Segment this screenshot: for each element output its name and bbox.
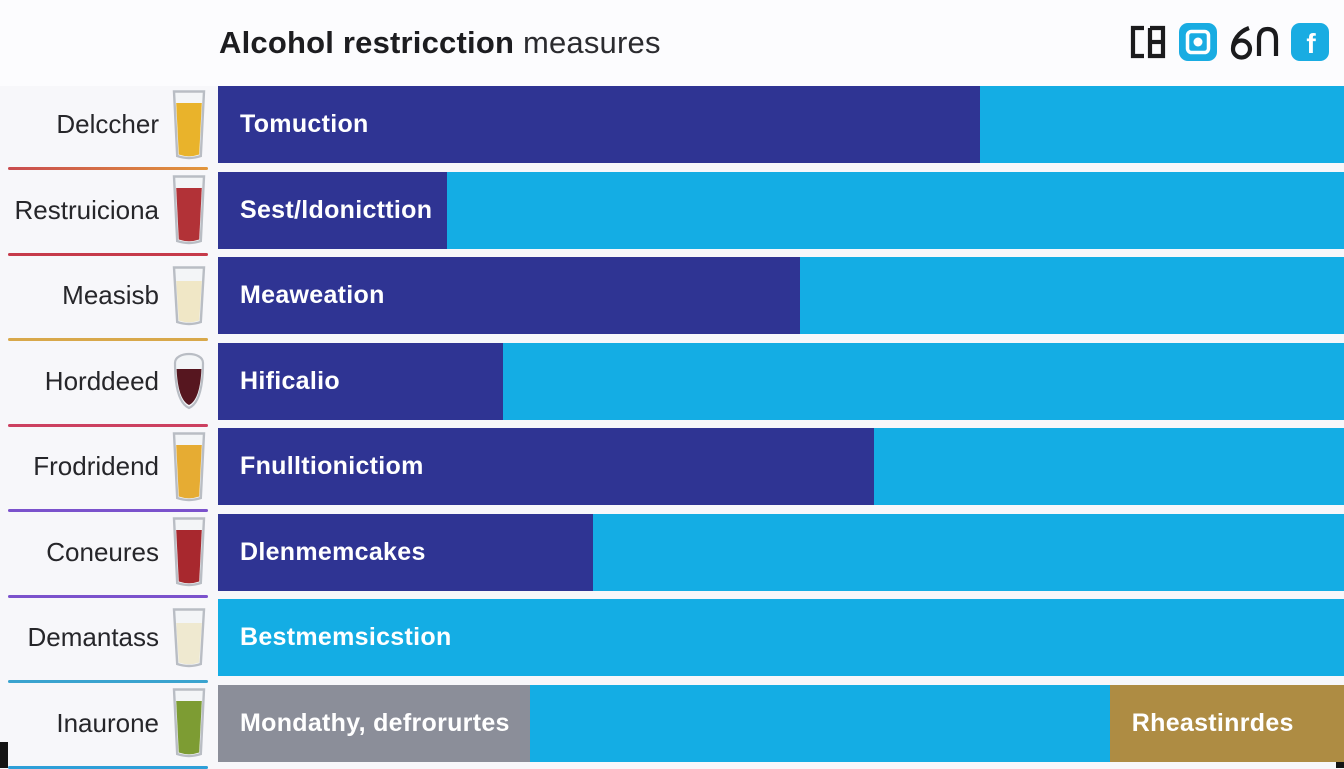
bar-segment-label: Fnulltionictiom [240,452,424,480]
row-header: Measisb [0,257,218,341]
bar-segment [592,513,1344,591]
row-header-inner: Restruiciona [14,172,212,249]
row-divider [8,338,208,341]
row-label: Measisb [62,280,159,310]
row-header-inner: Frodridend [33,428,212,505]
red-drink-glass-icon [166,174,212,246]
row-label: Frodridend [33,451,159,481]
chart-row: Horddeed Hificalio [0,342,1344,427]
camera-glyph-icon[interactable] [1126,22,1170,62]
row-label: Inaurone [56,707,159,738]
svg-text:f: f [1306,28,1316,59]
stacked-bar: Hificalio [218,342,1344,420]
row-header: Demantass [0,599,218,683]
row-divider [8,594,208,598]
bar-segment: Tomuction [218,86,981,163]
row-label: Restruiciona [14,194,159,225]
row-header-inner: Inaurone [56,685,212,762]
row-header-inner: Demantass [28,599,213,676]
stacked-bar: Tomuction [218,86,1344,163]
bar-segment [446,171,1344,249]
row-divider [8,680,208,683]
page-title-bold: Alcohol restricction [219,25,515,60]
bar-segment: Bestmemsicstion [218,599,1344,676]
white-wine-glass-icon [166,607,212,669]
bar-segment [502,342,1344,420]
green-drink-glass-icon [166,687,212,759]
row-header-inner: Horddeed [45,343,212,420]
row-divider [8,167,208,170]
row-header-inner: Coneures [46,514,212,591]
facebook-icon[interactable]: f [1290,22,1330,62]
bar-segment: Rheastinrdes [1109,684,1344,762]
bar-segment: Meaweation [218,257,801,334]
corner-mark [0,742,8,768]
row-label: Horddeed [44,365,159,396]
bar-segment-label: Dlenmemcakes [240,537,426,566]
row-label: Coneures [46,536,159,567]
bar-segment [874,428,1344,505]
stacked-bar: Bestmemsicstion [218,599,1344,676]
row-label: Delccher [56,109,159,139]
chart-row: Coneures Dlenmemcakes [0,513,1344,598]
bar-segment: Fnulltionictiom [218,428,875,505]
row-header-inner: Delccher [56,86,212,163]
stacked-bar: Mondathy, defrorurtes Rheastinrdes [218,684,1344,762]
bar-segment-label: Tomuction [240,110,369,138]
stacked-bar: Fnulltionictiom [218,428,1344,505]
header: Alcohol restricction measures f [0,0,1344,86]
bar-segment-label: Mondathy, defrorurtes [240,708,510,737]
row-label: Demantass [27,622,160,652]
bar-segment-label: Bestmemsicstion [240,623,452,651]
numeral-glyph-icon[interactable] [1226,22,1282,62]
bar-segment: Mondathy, defrorurtes [218,684,530,762]
row-divider [8,423,208,427]
beer-glass-icon [166,89,212,161]
bar-segment: Sest/ldonicttion [218,171,447,249]
bar-segment-label: Hificalio [240,366,340,395]
bar-segment [529,684,1110,762]
row-header-inner: Measisb [62,257,212,334]
chart-row: Delccher Tomuction [0,86,1344,170]
chart-row: Restruiciona Sest/ldonicttion [0,171,1344,256]
row-header: Inaurone [0,685,218,769]
instagram-icon[interactable] [1178,22,1218,62]
bar-segment-label: Sest/ldonicttion [240,195,433,224]
row-header: Coneures [0,514,218,598]
beer-glass-icon [166,431,212,503]
red-drink-glass-icon [166,516,212,588]
bar-segment-label: Rheastinrdes [1131,708,1294,737]
chart-row: Inaurone Mondathy, defrorurtes Rheastinrde… [0,684,1344,769]
bar-segment-label: Meaweation [240,281,385,309]
chart-row: Frodridend Fnulltionictiom [0,428,1344,512]
bar-segment: Dlenmemcakes [218,513,593,591]
page-title: Alcohol restricction measures [219,25,661,61]
stacked-bar: Dlenmemcakes [218,513,1344,591]
row-divider [8,252,208,256]
stacked-bar: Sest/ldonicttion [218,171,1344,249]
row-header: Frodridend [0,428,218,512]
bar-segment [800,257,1344,334]
row-divider [8,509,208,512]
red-wine-glass-icon [166,347,212,415]
bar-segment [980,86,1344,163]
row-header: Horddeed [0,343,218,427]
social-icons-group: f [1126,22,1330,62]
stacked-bar: Meaweation [218,257,1344,334]
row-header: Delccher [0,86,218,170]
row-divider [8,765,208,769]
page-title-regular: measures [522,25,661,60]
row-header: Restruiciona [0,172,218,256]
bar-segment: Hificalio [218,342,503,420]
chart-row: Measisb Meaweation [0,257,1344,341]
white-wine-glass-icon [166,265,212,327]
chart-row: Demantass Bestmemsicstion [0,599,1344,683]
